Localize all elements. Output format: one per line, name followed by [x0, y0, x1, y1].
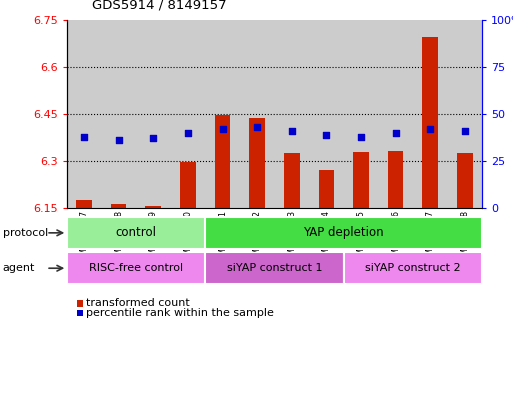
Bar: [309, 20, 344, 208]
Bar: [146, 206, 161, 208]
Text: percentile rank within the sample: percentile rank within the sample: [86, 308, 273, 318]
Bar: [205, 252, 344, 284]
Bar: [67, 252, 205, 284]
Bar: [170, 20, 205, 208]
Bar: [249, 118, 265, 208]
Point: [149, 135, 157, 141]
Point: [114, 137, 123, 143]
Bar: [274, 20, 309, 208]
Bar: [180, 162, 195, 208]
Bar: [101, 20, 136, 208]
Bar: [457, 153, 472, 208]
Bar: [344, 252, 482, 284]
Bar: [215, 115, 230, 208]
Bar: [67, 217, 205, 249]
Point: [80, 134, 88, 140]
Bar: [413, 20, 447, 208]
Bar: [240, 20, 274, 208]
Bar: [205, 20, 240, 208]
Bar: [388, 151, 403, 208]
Text: agent: agent: [3, 263, 35, 273]
Point: [461, 128, 469, 134]
Point: [357, 134, 365, 140]
Bar: [284, 153, 300, 208]
Text: GDS5914 / 8149157: GDS5914 / 8149157: [92, 0, 227, 12]
Point: [426, 126, 435, 132]
Text: siYAP construct 1: siYAP construct 1: [227, 263, 322, 273]
Text: siYAP construct 2: siYAP construct 2: [365, 263, 461, 273]
Bar: [344, 20, 378, 208]
Text: RISC-free control: RISC-free control: [89, 263, 183, 273]
Bar: [319, 170, 334, 208]
Point: [219, 126, 227, 132]
Bar: [378, 20, 413, 208]
Bar: [205, 217, 482, 249]
Bar: [353, 152, 369, 208]
Text: protocol: protocol: [3, 228, 48, 238]
Bar: [67, 20, 101, 208]
Text: transformed count: transformed count: [86, 298, 189, 309]
Bar: [111, 204, 126, 208]
Point: [391, 130, 400, 136]
Point: [253, 124, 261, 130]
Text: YAP depletion: YAP depletion: [303, 226, 384, 239]
Text: control: control: [115, 226, 156, 239]
Bar: [76, 200, 92, 208]
Bar: [447, 20, 482, 208]
Bar: [423, 37, 438, 208]
Point: [288, 128, 296, 134]
Bar: [136, 20, 170, 208]
Point: [322, 132, 330, 138]
Point: [184, 130, 192, 136]
